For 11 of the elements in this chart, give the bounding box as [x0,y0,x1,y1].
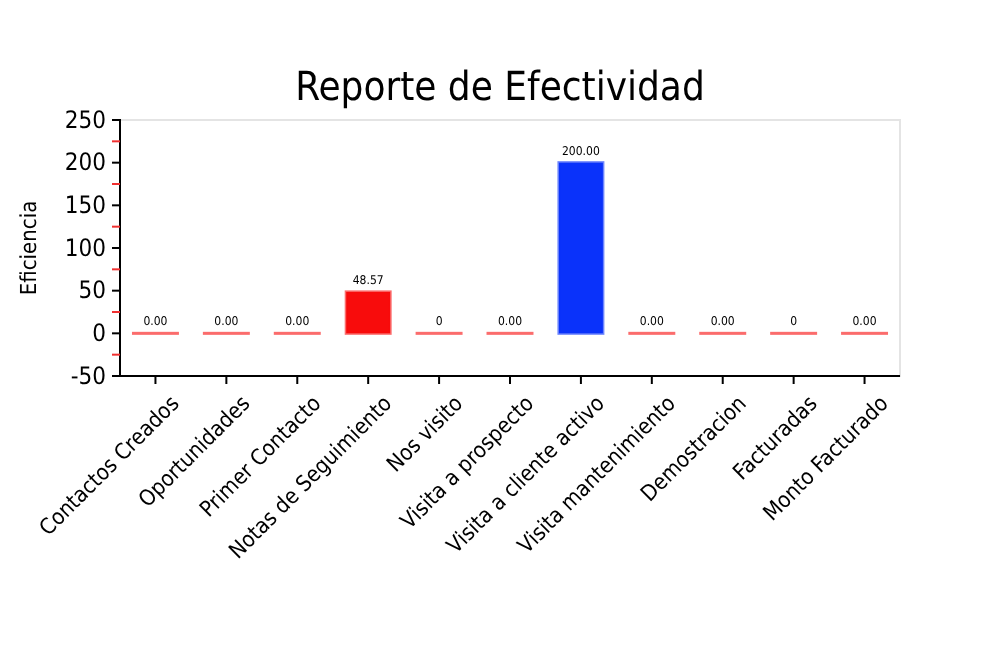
y-tick-label: 200 [64,148,107,177]
y-axis-title: Eficiencia [16,200,42,296]
y-tick-label: -50 [70,361,107,390]
y-tick-label: 0 [92,319,107,348]
y-tick-label: 250 [64,105,107,134]
chart-title: Reporte de Efectividad [295,62,705,110]
y-tick-label: 50 [78,276,107,305]
bar [557,161,605,335]
y-tick-label: 100 [64,233,107,262]
bar [344,290,392,335]
y-tick-label: 150 [64,191,107,220]
